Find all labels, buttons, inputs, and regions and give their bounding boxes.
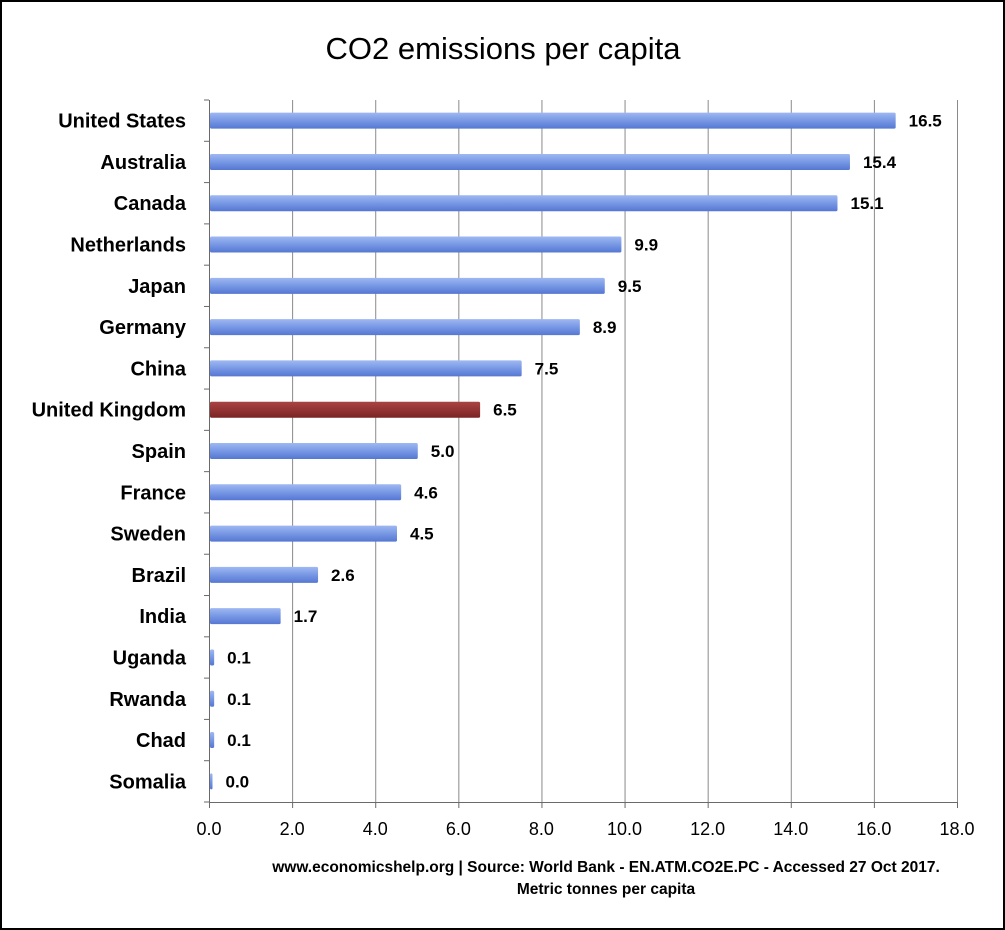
value-label-chad: 0.1 — [227, 731, 251, 750]
bar-chad — [210, 732, 215, 749]
value-label-japan: 9.5 — [618, 277, 642, 296]
value-labels: 16.5 15.4 15.1 9.9 9.5 8.9 7.5 6.5 5.0 4.6 4.5 2.6 1… — [226, 112, 942, 792]
bar-australia — [210, 153, 850, 170]
category-label-canada: Canada — [114, 193, 187, 215]
value-label-uganda: 0.1 — [227, 648, 251, 667]
value-label-rwanda: 0.1 — [227, 690, 251, 709]
chart-title: CO2 emissions per capita — [326, 31, 682, 66]
bars — [210, 112, 896, 790]
value-label-germany: 8.9 — [593, 318, 617, 337]
value-label-brazil: 2.6 — [331, 566, 355, 585]
bar-brazil — [210, 566, 319, 583]
bar-uganda — [210, 649, 215, 666]
x-tick-label-5: 10.0 — [607, 819, 642, 839]
bar-france — [210, 484, 402, 501]
bar-somalia — [210, 773, 213, 790]
category-label-netherlands: Netherlands — [70, 235, 186, 257]
category-label-united-states: United States — [58, 111, 186, 133]
x-tick-label-1: 2.0 — [280, 819, 305, 839]
bar-spain — [210, 443, 418, 459]
category-label-uganda: Uganda — [113, 647, 187, 669]
value-label-china: 7.5 — [535, 359, 559, 378]
bar-rwanda — [210, 690, 215, 707]
value-label-united-kingdom: 6.5 — [493, 401, 517, 420]
value-label-canada: 15.1 — [850, 194, 883, 213]
category-label-germany: Germany — [99, 317, 187, 339]
category-label-sweden: Sweden — [110, 524, 186, 546]
bar-canada — [210, 195, 838, 212]
value-label-spain: 5.0 — [431, 442, 455, 461]
x-tick-label-3: 6.0 — [446, 819, 471, 839]
value-label-sweden: 4.5 — [410, 525, 434, 544]
category-label-rwanda: Rwanda — [109, 689, 187, 711]
x-tick-label-0: 0.0 — [196, 819, 221, 839]
category-label-india: India — [139, 606, 187, 628]
source-note: www.economicshelp.org | Source: World Ba… — [271, 859, 940, 876]
category-label-somalia: Somalia — [109, 771, 187, 793]
x-tick-label-9: 18.0 — [939, 819, 974, 839]
x-axis-title: Metric tonnes per capita — [517, 881, 696, 898]
category-label-united-kingdom: United Kingdom — [32, 400, 186, 422]
x-tick-label-6: 12.0 — [690, 819, 725, 839]
x-tick-labels: 0.0 2.0 4.0 6.0 8.0 10.0 12.0 14.0 16.0 18.0 — [196, 819, 974, 839]
value-label-france: 4.6 — [414, 483, 438, 502]
bar-germany — [210, 319, 580, 336]
bar-united-states — [210, 112, 896, 129]
category-label-brazil: Brazil — [132, 565, 186, 587]
bar-netherlands — [210, 236, 622, 253]
x-tick-label-4: 8.0 — [529, 819, 554, 839]
category-labels: United States Australia Canada Netherlands J… — [32, 111, 187, 794]
value-label-united-states: 16.5 — [909, 112, 942, 131]
category-label-australia: Australia — [100, 152, 186, 174]
category-label-china: China — [130, 358, 186, 380]
bar-united-kingdom — [210, 401, 481, 418]
value-label-australia: 15.4 — [863, 153, 897, 172]
category-label-france: France — [120, 482, 186, 504]
value-label-india: 1.7 — [294, 607, 318, 626]
category-label-chad: Chad — [136, 730, 186, 752]
category-label-spain: Spain — [132, 441, 186, 463]
bar-india — [210, 608, 281, 625]
category-label-japan: Japan — [128, 276, 186, 298]
bar-china — [210, 360, 522, 377]
bar-sweden — [210, 525, 397, 542]
bar-japan — [210, 277, 605, 294]
x-tick-label-8: 16.0 — [856, 819, 891, 839]
value-label-netherlands: 9.9 — [634, 236, 658, 255]
x-tick-label-2: 4.0 — [363, 819, 388, 839]
value-label-somalia: 0.0 — [226, 772, 250, 791]
x-tick-label-7: 14.0 — [773, 819, 808, 839]
